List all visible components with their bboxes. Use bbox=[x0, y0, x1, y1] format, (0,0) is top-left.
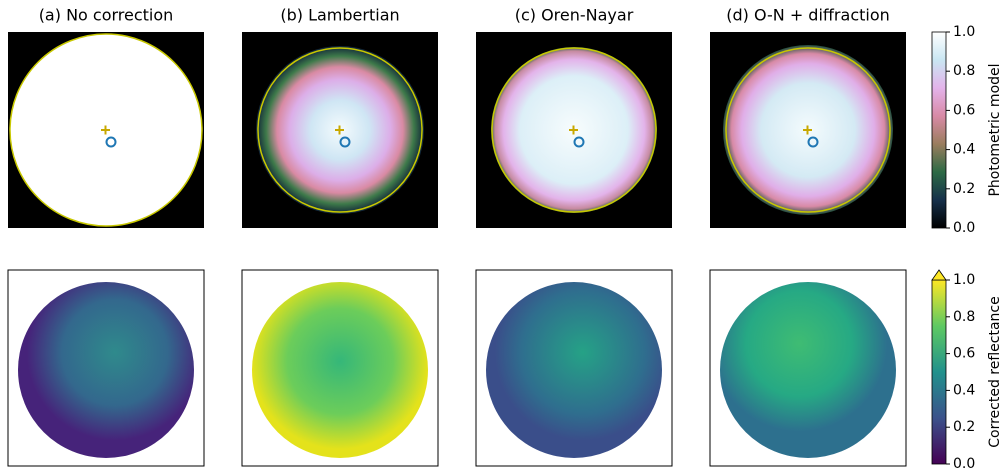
tick-label: 1.0 bbox=[953, 272, 975, 288]
colorbar-label: Corrected reflectance bbox=[987, 296, 1003, 448]
disk bbox=[252, 282, 428, 458]
colorbar bbox=[932, 32, 946, 228]
disk bbox=[720, 282, 896, 458]
panel-title: (b) Lambertian bbox=[280, 6, 399, 25]
tick-label: 1.0 bbox=[953, 24, 975, 40]
tick-label: 0.6 bbox=[953, 346, 975, 362]
bottom-row bbox=[8, 270, 906, 466]
tick-label: 0.2 bbox=[953, 181, 975, 197]
disk bbox=[486, 282, 662, 458]
tick-label: 0.6 bbox=[953, 102, 975, 118]
disk bbox=[18, 282, 194, 458]
panel-title: (d) O-N + diffraction bbox=[726, 6, 890, 25]
colorbar-extend bbox=[932, 270, 946, 280]
tick-label: 0.4 bbox=[953, 382, 975, 398]
subsolar-marker bbox=[101, 126, 812, 135]
tick-label: 0.0 bbox=[953, 220, 975, 236]
top-row bbox=[8, 32, 906, 228]
figure: (a) No correction (b) Lambertian (c) Ore… bbox=[0, 0, 1003, 472]
tick-label: 0.8 bbox=[953, 63, 975, 79]
panel-title: (c) Oren-Nayar bbox=[515, 6, 634, 25]
tick-label: 0.2 bbox=[953, 419, 975, 435]
panel-title: (a) No correction bbox=[39, 6, 174, 25]
tick-label: 0.0 bbox=[953, 456, 975, 472]
tick-label: 0.4 bbox=[953, 142, 975, 158]
colorbar bbox=[932, 280, 946, 464]
tick-label: 0.8 bbox=[953, 309, 975, 325]
colorbar-label: Photometric model bbox=[987, 63, 1003, 196]
